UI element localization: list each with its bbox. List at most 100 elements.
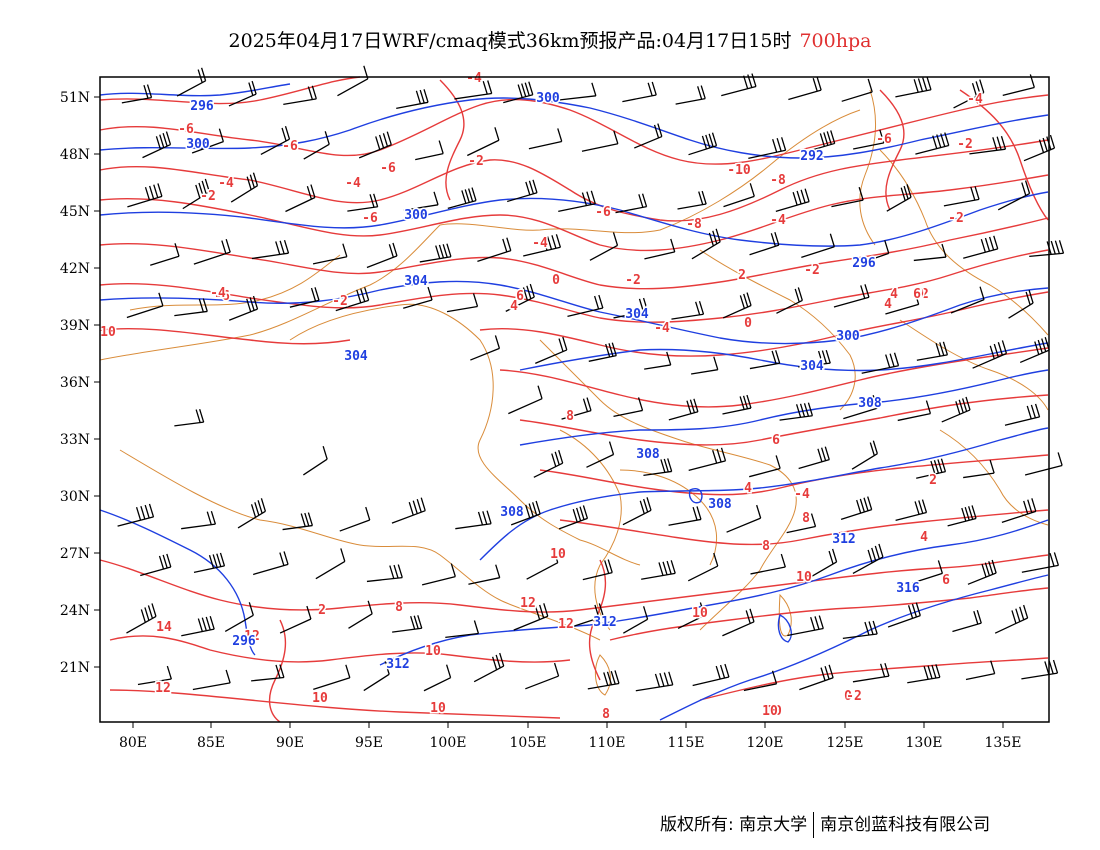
isotherm-line <box>99 76 361 105</box>
title-main: 2025年04月17日WRF/cmaq模式36km预报产品:04月17日15时 <box>228 30 792 52</box>
wind-barb <box>644 238 676 260</box>
isotherm-label: -8 <box>686 217 702 232</box>
wind-barb <box>668 506 702 526</box>
isotherm-label: 10 <box>100 325 116 340</box>
wind-barb <box>1008 289 1034 319</box>
isotherm-label: -2 <box>468 154 484 169</box>
wind-barb <box>941 396 971 423</box>
isotherm-label: -4 <box>967 92 983 107</box>
wind-barb <box>622 81 657 103</box>
wind-barb <box>289 287 320 308</box>
wind-barb <box>779 402 814 421</box>
wind-barb <box>251 664 285 682</box>
isotherm-label: 12 <box>155 681 171 696</box>
y-tick-label: 33N <box>60 432 90 448</box>
wind-barb <box>668 398 699 421</box>
wind-barb <box>477 237 512 263</box>
wind-barb <box>421 563 456 586</box>
isotherm-label: 4 <box>744 481 752 496</box>
geopotential-label: 300 <box>186 137 210 152</box>
geopotential-label: 292 <box>800 149 823 164</box>
wind-barb <box>692 663 730 687</box>
isotherm-line <box>99 94 1049 165</box>
y-tick-label: 36N <box>60 375 90 391</box>
geopotential-label: 316 <box>896 581 920 596</box>
geopotential-labels-layer: 296 300 300 300 304 304 304 300 292 296 308 308 308 3… <box>185 90 922 674</box>
isotherm-label: -4 <box>794 487 810 502</box>
wind-barb <box>786 513 817 534</box>
wind-barb <box>182 178 210 210</box>
wind-barb <box>916 341 949 361</box>
border-line <box>289 303 641 566</box>
wind-barb <box>749 350 781 370</box>
chart-title: 2025年04月17日WRF/cmaq模式36km预报产品:04月17日15时 7… <box>0 26 1100 53</box>
wind-barb <box>722 394 752 415</box>
wind-barb <box>1004 403 1041 426</box>
y-axis: 51N 48N 45N 42N 39N 36N 33N 30N 27N 24N 21N <box>60 90 100 676</box>
wind-barb <box>181 615 215 637</box>
geopotential-label: 308 <box>708 497 732 512</box>
wind-barb <box>897 400 932 422</box>
wind-barb <box>526 549 559 580</box>
wind-barb <box>749 455 781 478</box>
isotherm-label: 4 <box>510 299 518 314</box>
wind-barb <box>558 190 596 212</box>
wind-barb <box>347 193 379 212</box>
wind-barb <box>176 67 207 97</box>
wind-barb <box>1021 552 1060 573</box>
isotherm-label: -4 <box>532 236 548 251</box>
isotherm-label: -6 <box>595 205 611 220</box>
isotherms-layer <box>99 76 1049 723</box>
wind-barb <box>237 498 267 529</box>
wind-barb <box>833 284 870 308</box>
wind-barb <box>455 510 492 530</box>
wind-barb <box>1001 498 1037 523</box>
wind-barb <box>454 80 493 100</box>
wind-barb <box>967 559 997 585</box>
isotherm-label: -4 <box>770 213 786 228</box>
isotherm-label: 10 <box>430 701 446 716</box>
geopotential-line <box>99 509 256 656</box>
isotherm-label: -2 <box>200 189 216 204</box>
x-tick-label: 105E <box>510 735 547 751</box>
wind-barb <box>507 179 538 203</box>
geopotential-label: 300 <box>404 208 428 223</box>
isotherm-label: 0 <box>916 287 924 302</box>
x-axis: 80E 85E 90E 95E 100E 105E 110E 115E 120E 125E 130E… <box>119 722 1021 751</box>
y-tick-label: 27N <box>60 546 90 562</box>
isotherm-label: 4 <box>890 287 898 302</box>
geopotential-label: 304 <box>625 307 649 322</box>
wind-barb <box>688 132 718 156</box>
wind-barb <box>302 446 328 476</box>
isotherm-line <box>499 347 1049 408</box>
wind-barb <box>840 496 873 520</box>
isotherm-label: 8 <box>395 600 403 615</box>
x-tick-label: 110E <box>589 735 626 751</box>
geopotential-label: 300 <box>536 91 560 106</box>
geopotential-line <box>99 97 1049 159</box>
wind-barb <box>230 172 259 203</box>
wind-barb <box>315 548 346 580</box>
isotherm-label: -6 <box>178 122 194 137</box>
geopotential-line <box>99 191 1049 247</box>
wind-barb <box>117 503 155 527</box>
wind-barb <box>363 661 390 692</box>
wind-barb <box>799 664 834 691</box>
wind-barb <box>644 351 672 370</box>
wind-barb <box>831 186 864 208</box>
isotherm-line <box>879 89 905 211</box>
wind-barb <box>852 662 890 683</box>
x-tick-label: 100E <box>430 735 467 751</box>
isotherm-line <box>109 689 561 719</box>
wind-barb <box>952 609 982 633</box>
isotherm-label: 10 <box>312 691 328 706</box>
isotherm-label: -4 <box>654 321 670 336</box>
wind-barb <box>861 352 900 374</box>
wind-barb <box>470 335 501 361</box>
isotherm-line <box>99 327 351 345</box>
wind-barb <box>643 458 673 477</box>
wind-barb <box>1021 659 1059 680</box>
wind-barb <box>423 664 452 692</box>
wind-barb <box>391 497 426 524</box>
